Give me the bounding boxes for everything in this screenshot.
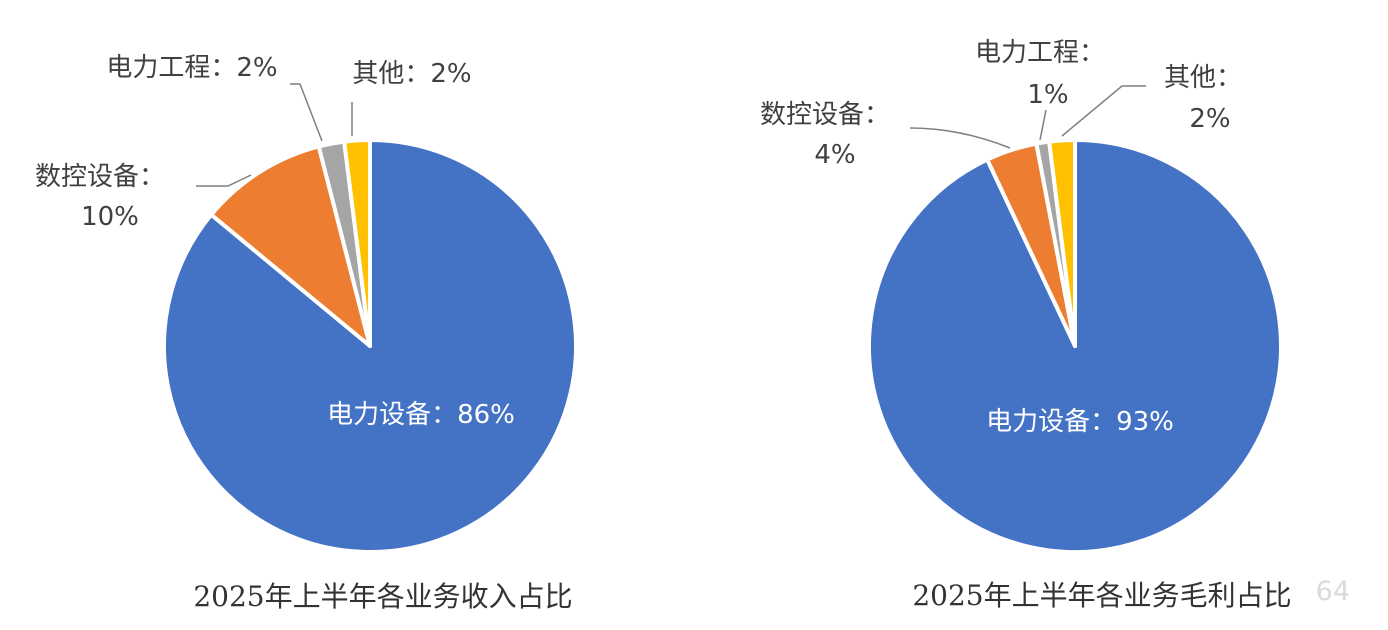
leader-line-revenue-cnc [196,174,252,187]
watermark: 64 [1316,576,1350,607]
profit-slice-other [1047,137,1077,348]
leader-line-profit-power-engineering [1039,109,1047,141]
profit-label-other-name: 其他： [1164,63,1242,93]
profit-label-power-engineering-value: 1% [1027,80,1068,110]
revenue-pie-title: 2025年上半年各业务收入占比 [193,580,572,613]
leader-line-revenue-power-engineering [290,83,323,142]
revenue-label-other: 其他：2% [352,59,471,89]
gross-profit-pie-slices [867,137,1284,554]
profit-label-cnc-value: 4% [814,140,855,170]
gross-profit-pie-title: 2025年上半年各业务毛利占比 [912,579,1291,612]
leader-line-profit-other [1061,85,1146,137]
profit-label-power-engineering-name: 电力工程： [975,38,1105,68]
gross-profit-pie-chart: 电力设备：93% 数控设备： 4% 电力工程： 1% 其他： 2% 2025年上… [760,38,1292,612]
revenue-label-power-equipment: 电力设备：86% [327,400,515,430]
revenue-slice-other [342,137,372,348]
revenue-label-cnc-name: 数控设备： [35,162,165,192]
revenue-pie-slices [161,137,578,554]
revenue-label-cnc-value: 10% [81,202,139,232]
leader-line-profit-cnc [909,127,1011,149]
profit-label-other-value: 2% [1189,104,1230,134]
profit-label-power-equipment: 电力设备：93% [986,407,1174,437]
revenue-pie-chart: 电力设备：86% 数控设备： 10% 电力工程：2% 其他：2% 2025年上半… [35,53,578,613]
profit-label-cnc-name: 数控设备： [760,100,890,130]
revenue-label-power-engineering: 电力工程：2% [106,53,277,83]
revenue-slice-power-equipment [161,138,578,554]
